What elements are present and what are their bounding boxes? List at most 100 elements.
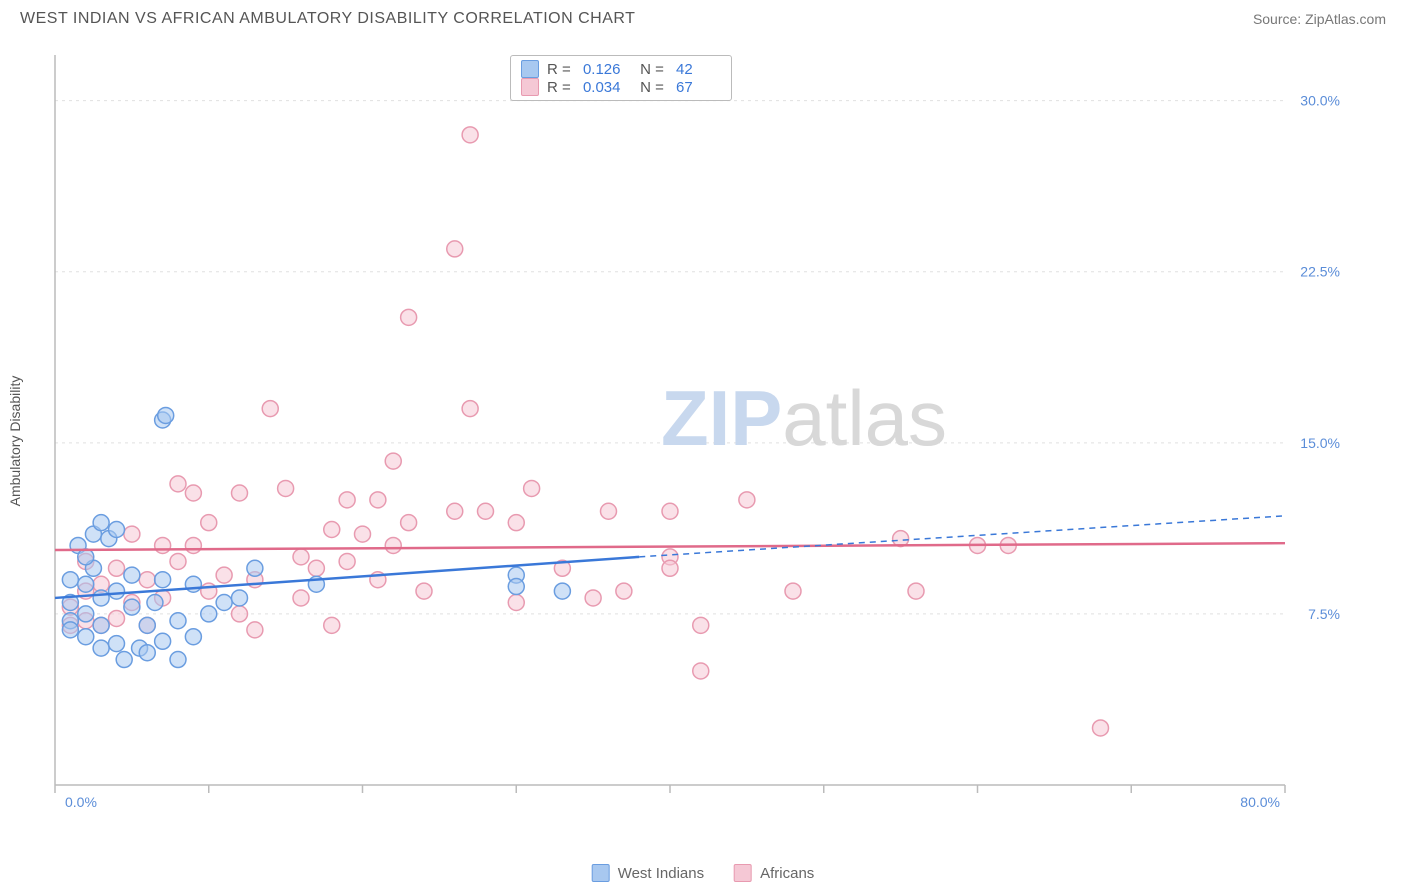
data-point (116, 652, 132, 668)
data-point (401, 515, 417, 531)
data-point (139, 617, 155, 633)
data-point (78, 549, 94, 565)
data-point (601, 503, 617, 519)
data-point (693, 617, 709, 633)
legend-n-label: N = (636, 61, 668, 78)
data-point (554, 583, 570, 599)
data-point (447, 241, 463, 257)
data-point (508, 595, 524, 611)
data-point (355, 526, 371, 542)
legend-r-value: 0.034 (583, 79, 628, 96)
data-point (262, 401, 278, 417)
data-point (447, 503, 463, 519)
legend-n-label: N = (636, 79, 668, 96)
data-point (508, 579, 524, 595)
data-point (508, 515, 524, 531)
legend-item: West Indians (592, 864, 704, 882)
data-point (109, 522, 125, 538)
data-point (524, 480, 540, 496)
data-point (585, 590, 601, 606)
legend-n-value: 67 (676, 79, 721, 96)
y-axis-label: Ambulatory Disability (7, 376, 23, 507)
data-point (124, 567, 140, 583)
data-point (170, 613, 186, 629)
data-point (62, 622, 78, 638)
data-point (155, 537, 171, 553)
data-point (109, 610, 125, 626)
data-point (216, 595, 232, 611)
svg-text:7.5%: 7.5% (1308, 606, 1340, 622)
legend-row: R = 0.034 N = 67 (521, 78, 721, 96)
data-point (232, 590, 248, 606)
data-point (185, 485, 201, 501)
legend-r-label: R = (547, 79, 575, 96)
data-point (109, 636, 125, 652)
data-point (908, 583, 924, 599)
data-point (247, 560, 263, 576)
data-point (293, 549, 309, 565)
data-point (478, 503, 494, 519)
data-point (462, 127, 478, 143)
data-point (385, 453, 401, 469)
data-point (370, 492, 386, 508)
data-point (247, 622, 263, 638)
data-point (232, 485, 248, 501)
data-point (201, 606, 217, 622)
data-point (662, 560, 678, 576)
data-point (155, 572, 171, 588)
data-point (62, 572, 78, 588)
data-point (124, 599, 140, 615)
data-point (158, 407, 174, 423)
data-point (1093, 720, 1109, 736)
data-point (93, 617, 109, 633)
legend-series-label: Africans (760, 865, 814, 882)
data-point (93, 515, 109, 531)
data-point (339, 492, 355, 508)
regression-line-westindians-extrapolated (639, 516, 1285, 557)
correlation-legend: R = 0.126 N = 42R = 0.034 N = 67 (510, 55, 732, 101)
legend-swatch (521, 60, 539, 78)
data-point (385, 537, 401, 553)
data-point (78, 606, 94, 622)
chart-area: Ambulatory Disability 7.5%15.0%22.5%30.0… (50, 50, 1386, 832)
legend-r-value: 0.126 (583, 61, 628, 78)
data-point (170, 652, 186, 668)
data-point (278, 480, 294, 496)
legend-swatch (592, 864, 610, 882)
data-point (124, 526, 140, 542)
data-point (185, 629, 201, 645)
source-label: Source: ZipAtlas.com (1253, 11, 1386, 27)
svg-text:80.0%: 80.0% (1240, 794, 1280, 810)
svg-text:ZIPatlas: ZIPatlas (661, 374, 947, 462)
data-point (78, 629, 94, 645)
data-point (155, 633, 171, 649)
data-point (109, 583, 125, 599)
legend-item: Africans (734, 864, 814, 882)
data-point (170, 476, 186, 492)
data-point (462, 401, 478, 417)
chart-title: WEST INDIAN VS AFRICAN AMBULATORY DISABI… (20, 10, 635, 28)
data-point (109, 560, 125, 576)
data-point (739, 492, 755, 508)
data-point (201, 515, 217, 531)
data-point (785, 583, 801, 599)
data-point (78, 576, 94, 592)
svg-text:30.0%: 30.0% (1300, 93, 1340, 109)
data-point (216, 567, 232, 583)
data-point (139, 572, 155, 588)
data-point (662, 503, 678, 519)
series-legend: West Indians Africans (592, 864, 815, 882)
data-point (293, 590, 309, 606)
legend-n-value: 42 (676, 61, 721, 78)
data-point (616, 583, 632, 599)
data-point (147, 595, 163, 611)
scatter-plot: 7.5%15.0%22.5%30.0%ZIPatlas0.0%80.0% (50, 50, 1350, 810)
legend-swatch (521, 78, 539, 96)
data-point (339, 553, 355, 569)
legend-swatch (734, 864, 752, 882)
data-point (232, 606, 248, 622)
svg-text:15.0%: 15.0% (1300, 435, 1340, 451)
data-point (185, 537, 201, 553)
data-point (693, 663, 709, 679)
data-point (93, 590, 109, 606)
